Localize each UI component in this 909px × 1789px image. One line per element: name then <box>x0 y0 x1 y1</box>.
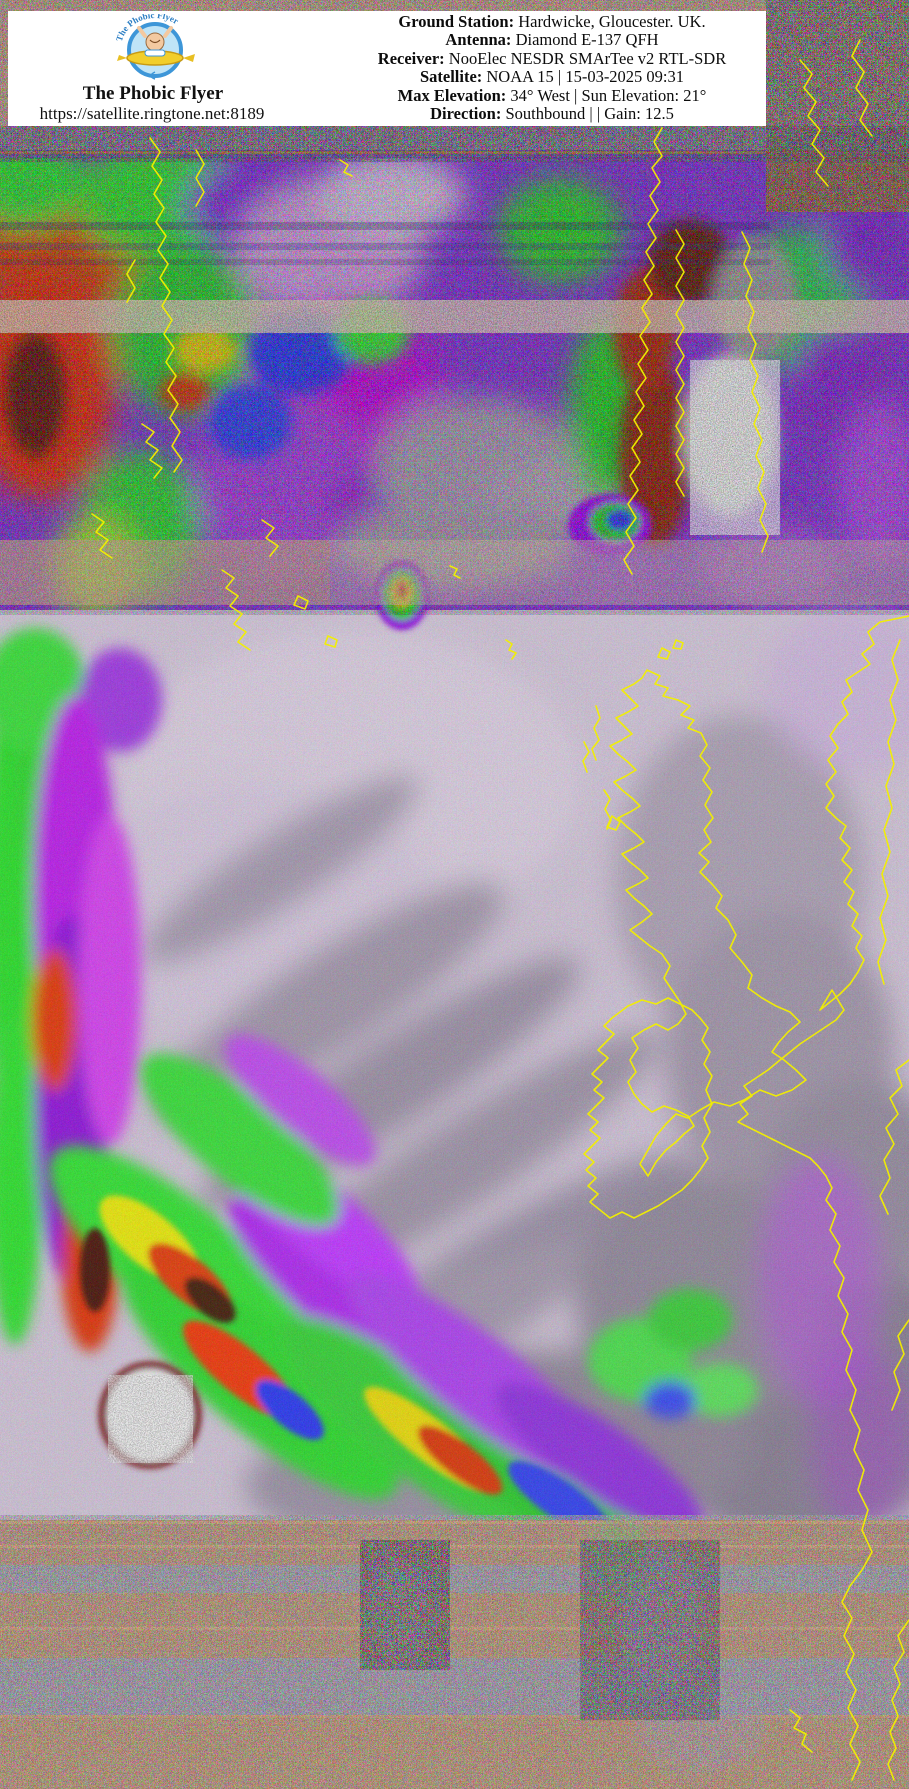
info-value: Hardwicke, Gloucester. UK. <box>518 12 706 31</box>
info-label: Antenna: <box>445 30 512 50</box>
info-line-max-elevation: Max Elevation: 34° West | Sun Elevation:… <box>338 85 766 105</box>
info-label: Ground Station: <box>398 12 515 31</box>
coast-right-edge <box>877 639 901 985</box>
info-value: NOAA 15 | 15-03-2025 09:31 <box>486 67 685 87</box>
info-label: Receiver: <box>377 48 445 68</box>
info-value: NooElec NESDR SMArTee v2 RTL-SDR <box>448 48 727 68</box>
info-label: Satellite: <box>419 67 483 87</box>
coast-isles <box>221 569 251 651</box>
coast-orkney <box>657 647 671 660</box>
logo-url[interactable]: https://satellite.ringtone.net:8189 <box>39 104 265 123</box>
phobic-flyer-plane-logo: The Phobic Flyer <box>114 14 195 80</box>
info-label: Direction: <box>430 104 502 124</box>
coast-iberia <box>887 1619 909 1781</box>
coast-hebrides <box>591 705 601 761</box>
coast-baltic <box>741 231 769 553</box>
info-value: Diamond E-137 QFH <box>515 30 659 50</box>
station-info-panel: The Phobic Flyer The Phobic Flyer https:… <box>8 11 766 126</box>
info-label: Max Elevation: <box>397 85 507 105</box>
coast-topleft <box>149 137 183 473</box>
info-value: 34° West | Sun Elevation: 21° <box>510 85 707 105</box>
logo-column: The Phobic Flyer The Phobic Flyer https:… <box>8 11 298 126</box>
coast-continental-europe <box>737 615 909 1781</box>
coast-great-britain <box>609 669 807 1177</box>
coast-ireland <box>583 997 713 1219</box>
logo-title: The Phobic Flyer <box>82 83 224 104</box>
info-line-receiver: Receiver: NooElec NESDR SMArTee v2 RTL-S… <box>338 48 766 68</box>
info-value: Southbound | | Gain: 12.5 <box>505 104 674 124</box>
info-line-satellite: Satellite: NOAA 15 | 15-03-2025 09:31 <box>338 68 766 86</box>
coast-norway <box>623 127 663 575</box>
reception-details: Ground Station: Hardwicke, Gloucester. U… <box>338 12 766 124</box>
coast-norway-inner <box>675 229 685 497</box>
info-line-direction: Direction: Southbound | | Gain: 12.5 <box>338 104 766 124</box>
info-line-antenna: Antenna: Diamond E-137 QFH <box>338 31 766 49</box>
info-line-ground-station: Ground Station: Hardwicke, Gloucester. U… <box>338 12 766 31</box>
